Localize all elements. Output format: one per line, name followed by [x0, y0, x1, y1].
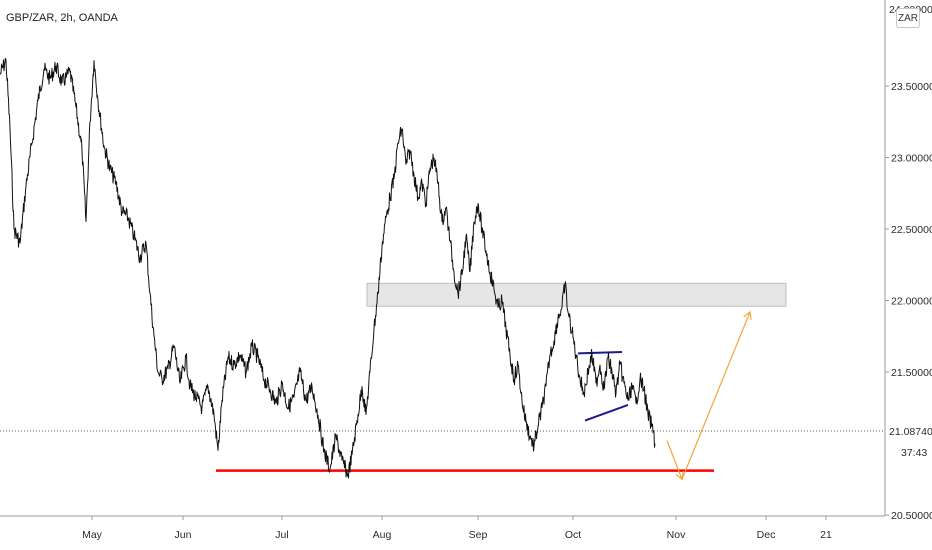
x-tick-label: 21: [820, 529, 832, 541]
projection-arrow: [666, 311, 751, 481]
y-tick-label: 21.50000: [891, 367, 932, 379]
last-price-label: 21.08740: [889, 426, 932, 438]
x-tick-label: Jul: [275, 529, 288, 541]
y-tick-label: 20.50000: [891, 510, 932, 522]
price-series-line: [0, 57, 656, 479]
y-tick-label: 23.00000: [891, 153, 932, 165]
chart-title: GBP/ZAR, 2h, OANDA: [6, 12, 119, 24]
x-axis: May Jun Jul Aug Sep Oct Nov Dec 21: [82, 516, 832, 541]
triangle-trendline: [577, 350, 623, 355]
x-tick-label: Jun: [175, 529, 192, 541]
y-axis: 23.50000 23.00000 22.50000 22.00000 21.50000…: [885, 81, 932, 522]
y-tick-label: 23.50000: [891, 81, 932, 93]
x-tick-label: Sep: [469, 529, 488, 541]
triangle-trendline: [584, 403, 629, 422]
y-tick-label: 22.50000: [891, 224, 932, 236]
arrow-head: [743, 310, 752, 321]
resistance-zone: [366, 282, 787, 307]
x-tick-label: Nov: [667, 529, 686, 541]
annotations: [216, 282, 787, 481]
x-tick-label: Dec: [757, 529, 776, 541]
x-tick-label: May: [82, 529, 103, 541]
x-tick-label: Oct: [565, 529, 581, 541]
currency-badge[interactable]: ZAR: [896, 8, 920, 28]
x-tick-label: Aug: [373, 529, 392, 541]
y-tick-label: 22.00000: [891, 296, 932, 308]
arrow-head: [675, 471, 684, 481]
countdown-label: 37:43: [901, 447, 927, 459]
